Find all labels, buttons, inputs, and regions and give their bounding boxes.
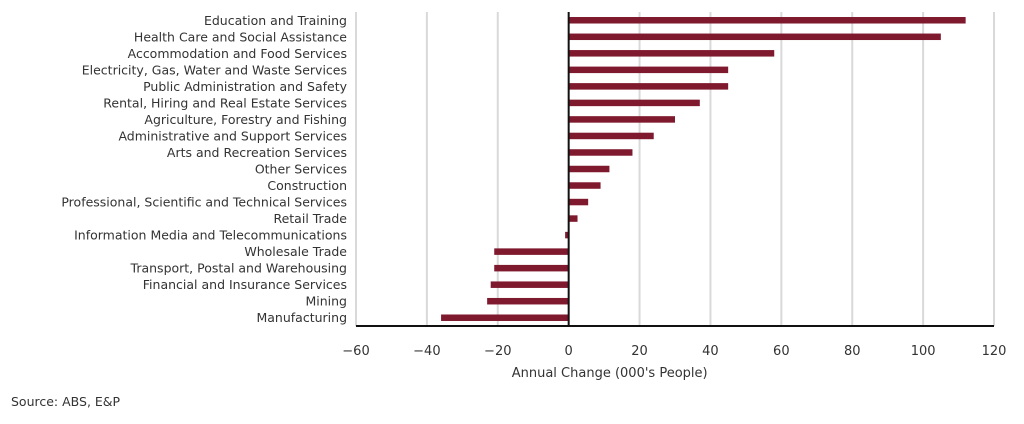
x-tick-label: 60 bbox=[773, 344, 790, 359]
x-tick-label: 80 bbox=[844, 344, 861, 359]
gridlines bbox=[355, 12, 995, 326]
category-label: Accommodation and Food Services bbox=[128, 46, 347, 61]
bar bbox=[568, 182, 601, 189]
bar bbox=[568, 50, 775, 57]
bar bbox=[568, 83, 729, 90]
bar bbox=[565, 231, 569, 239]
bars bbox=[441, 17, 966, 321]
category-label: Information Media and Telecommunications bbox=[74, 228, 347, 243]
bar bbox=[490, 281, 569, 288]
category-label: Retail Trade bbox=[273, 211, 347, 226]
category-label: Financial and Insurance Services bbox=[143, 277, 347, 292]
x-tick-label: 120 bbox=[982, 344, 1007, 359]
x-tick-label: 0 bbox=[565, 344, 573, 359]
axes bbox=[356, 12, 994, 327]
x-tick-label: 20 bbox=[631, 344, 648, 359]
category-label: Professional, Scientific and Technical S… bbox=[61, 195, 347, 210]
bar bbox=[568, 99, 700, 107]
category-label: Education and Training bbox=[204, 13, 347, 28]
category-label: Manufacturing bbox=[256, 310, 347, 325]
bar bbox=[441, 314, 569, 321]
category-label: Health Care and Social Assistance bbox=[134, 29, 347, 44]
x-tick-label: 40 bbox=[702, 344, 719, 359]
bar bbox=[494, 264, 569, 272]
category-label: Mining bbox=[305, 294, 347, 309]
bar bbox=[568, 165, 610, 173]
category-label: Electricity, Gas, Water and Waste Servic… bbox=[82, 62, 347, 77]
bar bbox=[568, 17, 966, 24]
category-label: Agriculture, Forestry and Fishing bbox=[144, 112, 347, 127]
x-tick-label: 100 bbox=[911, 344, 936, 359]
bar bbox=[568, 132, 654, 140]
category-label: Administrative and Support Services bbox=[118, 128, 347, 143]
bar bbox=[568, 116, 675, 123]
x-tick-labels: −60 −40 −20 0 20 40 60 80 100 120 bbox=[342, 344, 1006, 359]
category-label: Construction bbox=[267, 178, 347, 193]
category-label: Rental, Hiring and Real Estate Services bbox=[103, 95, 347, 110]
bar bbox=[568, 215, 578, 222]
category-label: Arts and Recreation Services bbox=[167, 145, 347, 160]
bar bbox=[487, 297, 569, 305]
x-tick-label: −60 bbox=[342, 344, 369, 359]
bar bbox=[568, 33, 941, 41]
category-label: Public Administration and Safety bbox=[143, 79, 347, 94]
bar bbox=[568, 198, 589, 206]
category-label: Transport, Postal and Warehousing bbox=[130, 261, 347, 276]
source-note: Source: ABS, E&P bbox=[11, 394, 121, 409]
bar bbox=[568, 149, 633, 156]
bar bbox=[494, 248, 569, 255]
category-label: Wholesale Trade bbox=[244, 244, 347, 259]
x-axis-title: Annual Change (000's People) bbox=[512, 366, 708, 381]
x-tick-label: −20 bbox=[484, 344, 511, 359]
x-tick-label: −40 bbox=[413, 344, 440, 359]
bar bbox=[568, 66, 729, 74]
category-label: Other Services bbox=[255, 162, 347, 177]
